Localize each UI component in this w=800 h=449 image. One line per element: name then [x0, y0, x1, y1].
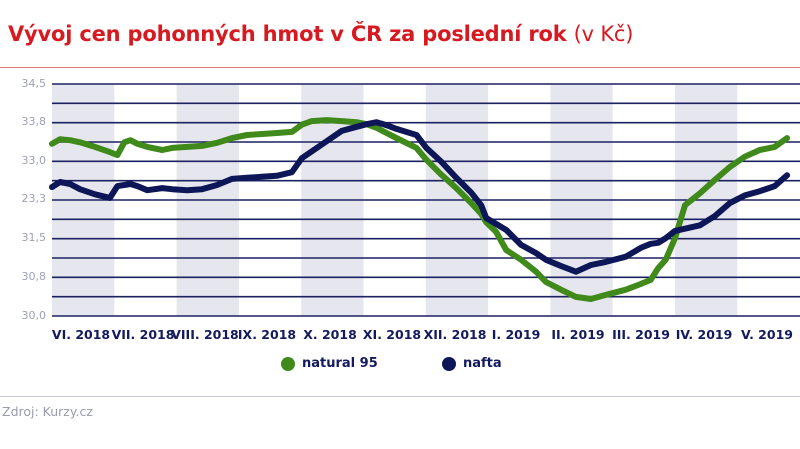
navy-dot-icon	[442, 356, 456, 371]
y-tick-label: 30,0	[21, 309, 47, 322]
y-tick-label: 31,5	[21, 231, 47, 244]
series-line-natural-95	[49, 117, 791, 302]
chart-title: Vývoj cen pohonných hmot v ČR za posledn…	[8, 22, 633, 46]
chart-title-unit: (v Kč)	[573, 22, 634, 46]
chart-title-main: Vývoj cen pohonných hmot v ČR za posledn…	[8, 22, 567, 46]
line-chart-plot-area	[49, 83, 800, 317]
title-divider	[0, 67, 800, 68]
source-note: Zdroj: Kurzy.cz	[2, 404, 93, 419]
legend-label: nafta	[463, 356, 502, 371]
y-tick-label: 30,8	[21, 270, 47, 283]
footer-divider	[0, 396, 800, 397]
y-tick-label: 23,3	[21, 192, 47, 205]
green-dot-icon	[281, 356, 295, 371]
legend-item-natural-95: natural 95	[281, 356, 378, 371]
x-tick-label: IX. 2018	[237, 327, 297, 342]
x-tick-label: VI. 2018	[51, 327, 111, 342]
x-tick-label: VII. 2018	[111, 327, 175, 342]
series-line-nafta	[49, 119, 791, 275]
x-tick-label: II. 2019	[551, 327, 605, 342]
x-tick-label: I. 2019	[491, 327, 541, 342]
x-tick-label: V. 2019	[741, 327, 793, 342]
data-series-lines	[49, 117, 791, 302]
x-tick-label: IV. 2019	[675, 327, 733, 342]
x-tick-label: III. 2019	[612, 327, 670, 342]
y-tick-label: 33,0	[21, 154, 47, 167]
x-tick-label: X. 2018	[303, 327, 357, 342]
y-tick-label: 34,5	[21, 77, 47, 90]
legend-item-nafta: nafta	[442, 356, 502, 371]
x-tick-label: VIII. 2018	[171, 327, 239, 342]
x-tick-label: XI. 2018	[362, 327, 422, 342]
y-tick-label: 33,8	[21, 115, 47, 128]
legend-label: natural 95	[302, 356, 378, 371]
x-tick-label: XII. 2018	[423, 327, 487, 342]
